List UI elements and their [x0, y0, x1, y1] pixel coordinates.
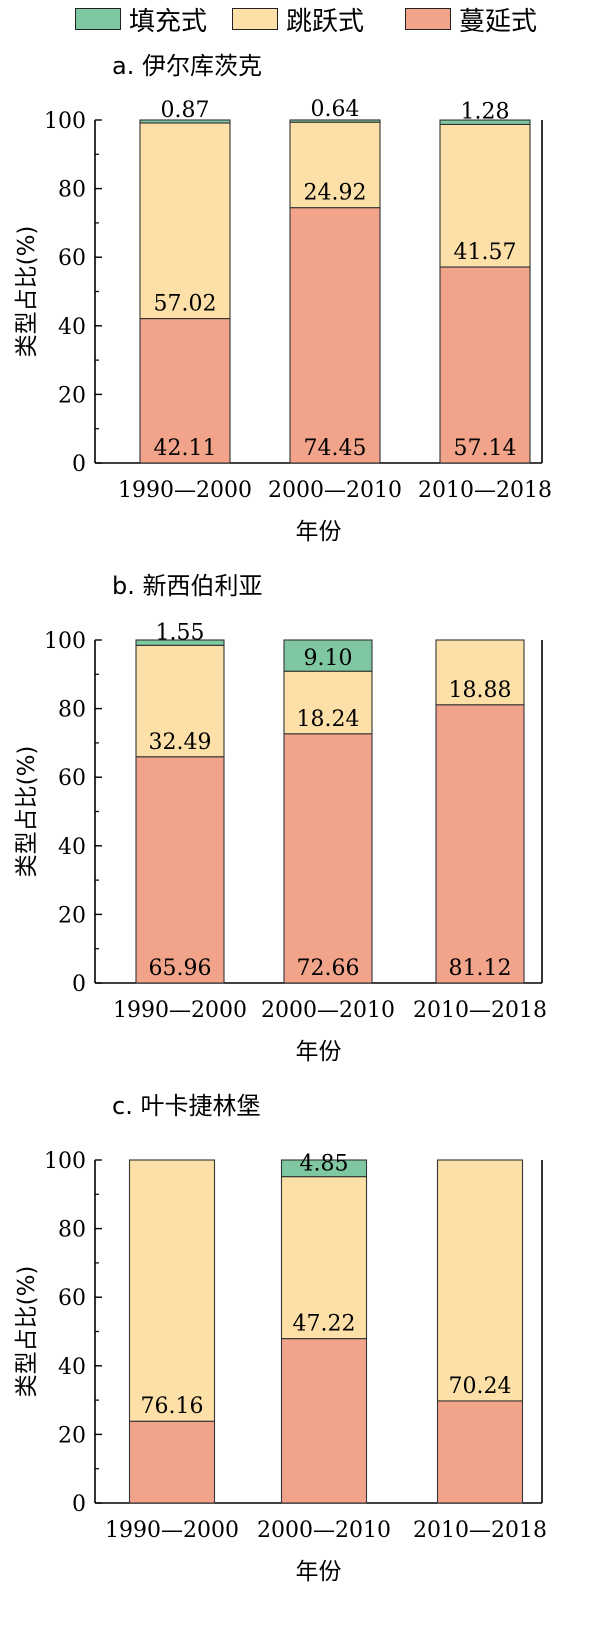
legend-item-infill: 填充式 — [75, 2, 208, 37]
data-label-b-1-1: 18.24 — [297, 707, 360, 732]
bar-a-2-0 — [439, 266, 531, 464]
bar-a-2-2 — [439, 119, 531, 125]
legend-swatch-infill — [75, 8, 121, 30]
chart-title-c: c. 叶卡捷林堡 — [112, 1092, 260, 1120]
bar-b-0-2 — [135, 639, 225, 646]
x-axis-label-b: 年份 — [296, 1039, 342, 1065]
y-tick-label-c-3: 60 — [58, 1286, 86, 1311]
y-axis-label-c: 类型占比(%) — [14, 1266, 40, 1398]
data-label-c-1-1: 47.22 — [293, 1312, 356, 1337]
bar-a-0-0 — [139, 318, 231, 464]
chart-title-a: a. 伊尔库茨克 — [112, 52, 262, 80]
x-tick-label-b-0: 1990—2000 — [113, 998, 247, 1023]
y-tick-label-a-0: 0 — [72, 452, 86, 477]
data-label-c-0-1: 76.16 — [141, 1394, 204, 1419]
y-tick-label-c-1: 20 — [58, 1423, 86, 1448]
legend-label-infill: 填充式 — [129, 6, 208, 37]
bar-a-0-1 — [139, 122, 231, 320]
data-label-c-1-2: 4.85 — [300, 1152, 349, 1177]
x-tick-label-c-2: 2010—2018 — [413, 1518, 547, 1543]
chart-panel-a: a. 伊尔库茨克 0 20 40 60 80 100 类型占比(%) 42.11 57.02 0.8… — [14, 52, 552, 545]
y-tick-label-a-5: 100 — [44, 109, 86, 134]
bar-c-1-1 — [280, 1176, 368, 1340]
legend-item-leapfrog: 跳跃式 — [232, 2, 365, 37]
x-axis-label-c: 年份 — [296, 1559, 342, 1585]
bar-a-0-2 — [139, 119, 231, 124]
x-tick-label-c-0: 1990—2000 — [105, 1518, 239, 1543]
bar-b-0-0 — [135, 756, 225, 984]
legend-swatch-leapfrog — [232, 8, 278, 30]
data-label-a-1-1: 24.92 — [304, 181, 367, 206]
y-tick-label-b-4: 80 — [58, 698, 86, 723]
data-label-b-0-1: 32.49 — [149, 730, 212, 755]
y-tick-label-b-1: 20 — [58, 903, 86, 928]
legend: 填充式 跳跃式 蔓延式 — [0, 0, 600, 40]
data-label-a-2-2: 1.28 — [461, 99, 510, 124]
bar-b-1-1 — [283, 670, 373, 735]
data-label-b-0-2: 1.55 — [156, 620, 205, 645]
x-tick-label-a-2: 2010—2018 — [418, 478, 552, 503]
bar-c-2-0 — [436, 1400, 524, 1504]
bar-c-2-1 — [436, 1159, 524, 1402]
y-tick-label-b-3: 60 — [58, 766, 86, 791]
x-tick-label-b-2: 2010—2018 — [413, 998, 547, 1023]
data-label-b-0-0: 65.96 — [149, 956, 212, 981]
bar-c-0-1 — [128, 1159, 216, 1422]
chart-panel-c: c. 叶卡捷林堡 0 20 40 60 80 100 类型占比(%) 76.16 1990—200… — [14, 1092, 547, 1585]
data-label-a-0-2: 0.87 — [161, 98, 210, 123]
y-tick-label-b-0: 0 — [72, 972, 86, 997]
bar-a-1-0 — [289, 207, 381, 464]
data-label-a-1-2: 0.64 — [311, 97, 360, 122]
y-tick-label-c-5: 100 — [44, 1149, 86, 1174]
data-label-a-2-1: 41.57 — [454, 240, 517, 265]
x-tick-label-a-1: 2000—2010 — [268, 478, 402, 503]
legend-label-sprawl: 蔓延式 — [459, 6, 538, 37]
y-axis-label-b: 类型占比(%) — [14, 746, 40, 878]
data-label-a-2-0: 57.14 — [454, 436, 517, 461]
data-label-a-1-0: 74.45 — [304, 436, 367, 461]
legend-label-leapfrog: 跳跃式 — [286, 6, 365, 37]
bar-a-1-2 — [289, 119, 381, 123]
data-label-a-0-1: 57.02 — [154, 292, 217, 317]
y-tick-label-b-2: 40 — [58, 835, 86, 860]
x-tick-label-c-1: 2000—2010 — [257, 1518, 391, 1543]
y-tick-label-a-2: 40 — [58, 315, 86, 340]
bar-b-0-1 — [135, 644, 225, 758]
bar-a-1-1 — [289, 121, 381, 209]
y-tick-label-a-3: 60 — [58, 246, 86, 271]
data-label-b-1-0: 72.66 — [297, 956, 360, 981]
x-tick-label-a-0: 1990—2000 — [118, 478, 252, 503]
data-label-b-2-0: 81.12 — [449, 956, 512, 981]
legend-swatch-sprawl — [405, 8, 451, 30]
data-label-a-0-0: 42.11 — [154, 436, 217, 461]
bar-b-1-0 — [283, 733, 373, 984]
bar-b-2-0 — [435, 704, 525, 984]
bar-c-0-0 — [128, 1420, 216, 1504]
chart-panel-b: b. 新西伯利亚 0 20 40 60 80 100 类型占比(%) 65.96 32.49 1.5… — [14, 572, 547, 1065]
y-tick-label-a-4: 80 — [58, 178, 86, 203]
y-tick-label-c-4: 80 — [58, 1218, 86, 1243]
bar-b-1-2 — [283, 639, 373, 672]
x-tick-label-b-1: 2000—2010 — [261, 998, 395, 1023]
bar-b-2-1 — [435, 639, 525, 706]
y-tick-label-a-1: 20 — [58, 383, 86, 408]
bar-c-1-2 — [280, 1159, 368, 1178]
data-label-c-2-1: 70.24 — [449, 1374, 512, 1399]
legend-item-sprawl: 蔓延式 — [405, 2, 538, 37]
chart-title-b: b. 新西伯利亚 — [112, 572, 263, 600]
data-label-b-2-1: 18.88 — [449, 678, 512, 703]
y-axis-label-a: 类型占比(%) — [14, 226, 40, 358]
bar-c-1-0 — [280, 1338, 368, 1504]
data-label-b-1-2: 9.10 — [304, 646, 353, 671]
y-tick-label-c-2: 40 — [58, 1355, 86, 1380]
x-axis-label-a: 年份 — [296, 519, 342, 545]
y-tick-label-c-0: 0 — [72, 1492, 86, 1517]
bar-a-2-1 — [439, 123, 531, 268]
y-tick-label-b-5: 100 — [44, 629, 86, 654]
